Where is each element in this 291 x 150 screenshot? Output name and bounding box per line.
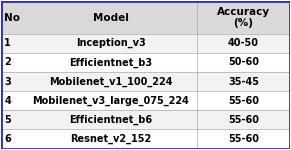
Text: 35-45: 35-45 <box>228 77 259 87</box>
Text: Mobilenet_v3_large_075_224: Mobilenet_v3_large_075_224 <box>33 96 189 106</box>
Bar <box>1 110 290 129</box>
Bar <box>1 1 290 34</box>
Text: 3: 3 <box>4 77 11 87</box>
Text: No: No <box>4 13 20 23</box>
Text: Mobilenet_v1_100_224: Mobilenet_v1_100_224 <box>49 76 173 87</box>
Text: 2: 2 <box>4 57 11 68</box>
Text: 4: 4 <box>4 96 11 106</box>
Text: 6: 6 <box>4 134 11 144</box>
Bar <box>1 72 290 91</box>
Text: 40-50: 40-50 <box>228 38 259 48</box>
Text: 55-60: 55-60 <box>228 134 259 144</box>
Bar <box>1 91 290 110</box>
Text: Resnet_v2_152: Resnet_v2_152 <box>70 134 152 144</box>
Text: Accuracy
(%): Accuracy (%) <box>217 7 270 28</box>
Text: Efficientnet_b6: Efficientnet_b6 <box>69 115 152 125</box>
Text: Inception_v3: Inception_v3 <box>76 38 146 48</box>
Text: 1: 1 <box>4 38 11 48</box>
Text: 55-60: 55-60 <box>228 96 259 106</box>
Bar <box>1 34 290 53</box>
Text: 50-60: 50-60 <box>228 57 259 68</box>
Text: 55-60: 55-60 <box>228 115 259 125</box>
Text: Efficientnet_b3: Efficientnet_b3 <box>69 57 152 68</box>
Text: 5: 5 <box>4 115 11 125</box>
Text: Model: Model <box>93 13 129 23</box>
Bar <box>1 53 290 72</box>
Bar <box>1 129 290 149</box>
